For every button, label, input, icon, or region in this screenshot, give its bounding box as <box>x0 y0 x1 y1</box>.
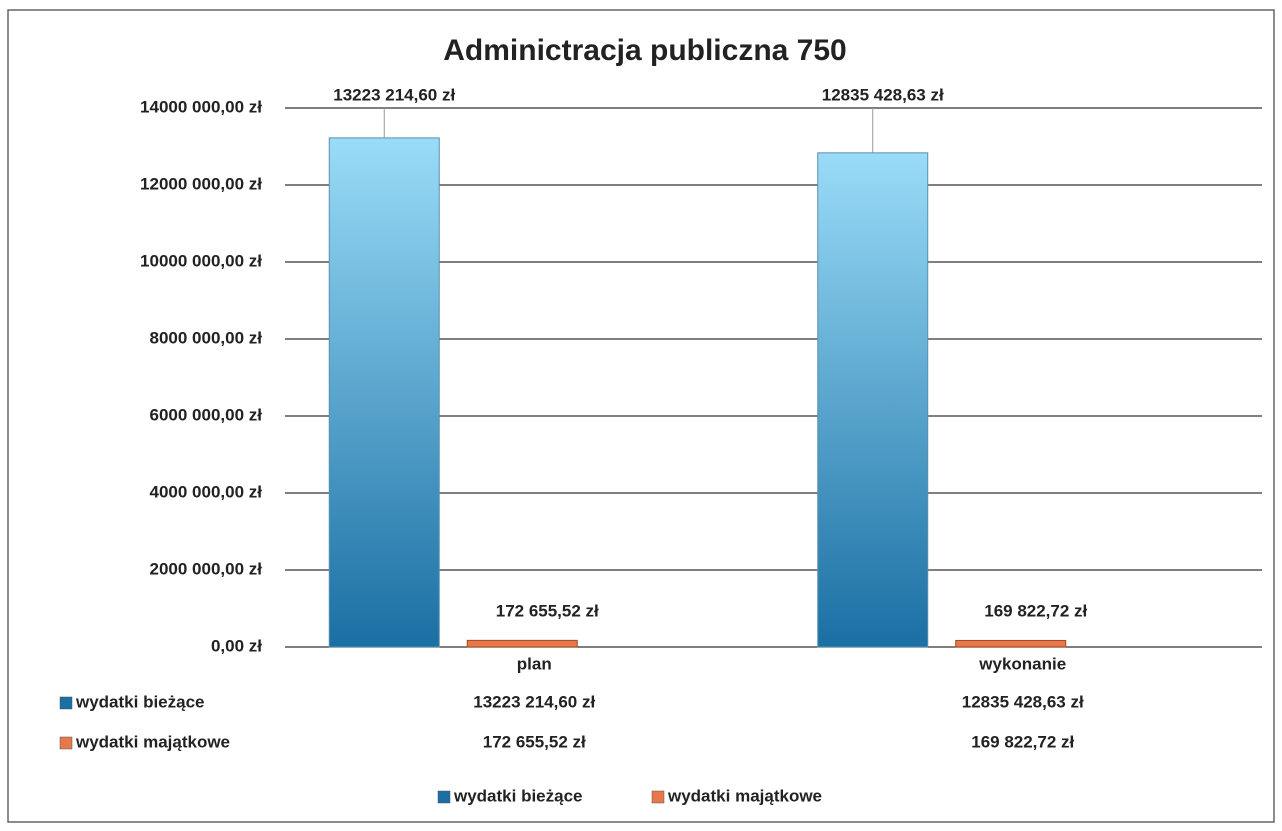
y-tick-label: 2000 000,00 zł <box>150 559 263 578</box>
y-tick-label: 12000 000,00 zł <box>140 174 262 193</box>
y-tick-label: 0,00 zł <box>211 636 262 655</box>
legend-key <box>651 790 665 804</box>
data-label: 169 822,72 zł <box>984 601 1087 620</box>
table-cell: 172 655,52 zł <box>483 732 586 751</box>
bar <box>328 137 440 648</box>
y-tick-label: 10000 000,00 zł <box>140 251 262 270</box>
bar <box>955 639 1067 648</box>
table-series-name: wydatki bieżące <box>75 692 205 711</box>
table-cell: 169 822,72 zł <box>971 732 1074 751</box>
data-label: 172 655,52 zł <box>496 601 599 620</box>
y-tick-label: 8000 000,00 zł <box>150 328 263 347</box>
x-tick-label: plan <box>517 654 552 673</box>
table-legend-key <box>59 696 73 710</box>
data-label: 12835 428,63 zł <box>822 85 944 104</box>
data-label: 13223 214,60 zł <box>333 85 455 104</box>
bar <box>817 152 929 648</box>
y-tick-label: 14000 000,00 zł <box>140 97 262 116</box>
y-tick-label: 6000 000,00 zł <box>150 405 263 424</box>
table-legend-key <box>59 736 73 750</box>
x-tick-label: wykonanie <box>978 654 1066 673</box>
legend-label: wydatki majątkowe <box>667 786 822 805</box>
bar <box>466 639 578 648</box>
y-tick-label: 4000 000,00 zł <box>150 482 263 501</box>
legend-key <box>437 790 451 804</box>
table-cell: 12835 428,63 zł <box>962 692 1084 711</box>
legend-label: wydatki bieżące <box>453 786 583 805</box>
frame <box>7 9 1275 823</box>
table-cell: 13223 214,60 zł <box>473 692 595 711</box>
table-series-name: wydatki majątkowe <box>75 732 230 751</box>
chart-title: Adminictracja publiczna 750 <box>443 34 846 67</box>
